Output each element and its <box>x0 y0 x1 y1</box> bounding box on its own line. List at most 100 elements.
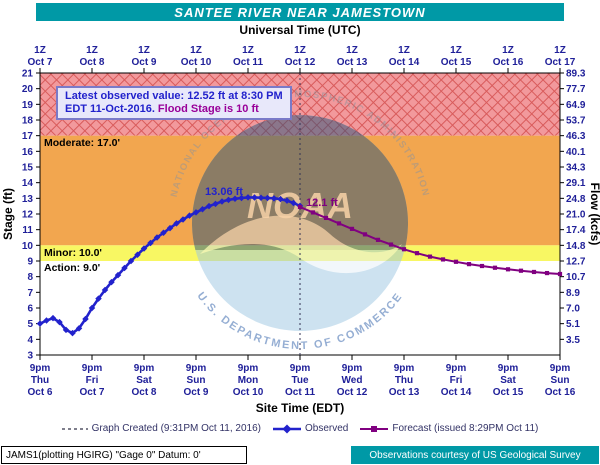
forecast-marker <box>557 271 563 277</box>
site-hour-label: 9pm <box>394 363 415 374</box>
forecast-marker <box>349 226 355 231</box>
stage-tick-label: 10 <box>22 241 34 252</box>
forecast-marker <box>440 257 446 262</box>
site-date-label: Oct 12 <box>337 387 368 398</box>
stage-tick-label: 18 <box>22 116 34 127</box>
observed-marker <box>179 216 187 223</box>
observed-marker <box>290 199 297 207</box>
observed-marker <box>251 194 258 201</box>
forecast-start-annotation: 12.1 ft <box>306 197 338 209</box>
forecast-marker <box>492 265 498 270</box>
forecast-marker <box>375 237 381 242</box>
legend-forecast-label: Forecast (issued 8:29PM Oct 11) <box>392 423 539 434</box>
action-stage-label: Action: 9.0' <box>44 262 100 274</box>
stage-tick-label: 20 <box>22 84 34 95</box>
observed-marker <box>212 200 219 208</box>
noaa-logo-upper <box>192 115 408 250</box>
latest-observed-line1: Latest observed value: 12.52 ft at 8:30 … <box>65 90 283 102</box>
observed-marker <box>270 195 278 202</box>
latest-observed-info-box: Latest observed value: 12.52 ft at 8:30 … <box>56 86 292 120</box>
observed-marker <box>231 195 239 203</box>
site-date-label: Oct 11 <box>285 387 315 398</box>
observed-marker <box>238 194 245 202</box>
chart-series <box>36 73 563 355</box>
flow-axis-title: Flow (kcfs) <box>588 183 600 246</box>
forecast-marker <box>414 251 420 256</box>
site-date-label: Oct 15 <box>493 387 524 398</box>
forecast-marker <box>466 262 472 267</box>
forecast-marker <box>336 221 342 226</box>
stage-tick-label: 11 <box>22 225 33 236</box>
stage-tick-label: 9 <box>27 257 33 268</box>
forecast-marker <box>518 268 524 273</box>
chart-axes: 21 20 19 18 17 16 15 14 13 12 11 10 9 8 7 6 5 4 3 89.3 77.7 6… <box>22 45 586 398</box>
utc-date-label: Oct 11 <box>233 57 263 68</box>
stage-tick-label: 8 <box>27 272 33 283</box>
stage-tick-label: 5 <box>27 319 33 330</box>
flood-stage-note: Flood Stage is 10 ft <box>154 103 259 115</box>
observed-marker <box>134 251 141 258</box>
minor-stage-label: Minor: 10.0' <box>44 247 102 259</box>
forecast-marker <box>531 269 537 275</box>
site-date-label: Oct 7 <box>79 387 104 398</box>
utc-hour-label: 1Z <box>34 45 46 56</box>
stage-tick-label: 7 <box>27 288 33 299</box>
observed-line-icon <box>273 423 301 434</box>
observed-marker <box>264 194 271 202</box>
chart-annotations: 13.06 ft 12.1 ft <box>205 186 338 209</box>
legend-observed-label: Observed <box>305 423 349 434</box>
flood-band-labels: Moderate: 17.0' Minor: 10.0' Action: 9.0… <box>44 137 120 274</box>
flow-tick-label: 53.7 <box>566 116 586 127</box>
forecast-marker <box>479 263 485 269</box>
station-title: SANTEE RIVER NEAR JAMESTOWN <box>174 4 426 20</box>
peak-value-annotation: 13.06 ft <box>205 186 243 198</box>
utc-hour-label: 1Z <box>138 45 150 56</box>
observed-marker <box>192 209 200 216</box>
stage-tick-label: 3 <box>27 351 33 362</box>
site-time-axis-title: Site Time (EDT) <box>255 401 345 415</box>
stage-tick-label: 19 <box>22 100 34 111</box>
utc-date-label: Oct 16 <box>493 57 524 68</box>
utc-hour-label: 1Z <box>190 45 202 56</box>
moderate-stage-label: Moderate: 17.0' <box>44 137 120 149</box>
observed-marker <box>75 325 83 332</box>
stage-tick-label: 15 <box>22 163 34 174</box>
chart-legend: Graph Created (9:31PM Oct 11, 2016) Obse… <box>0 423 600 434</box>
site-hour-label: 9pm <box>186 363 207 374</box>
site-day-label: Fri <box>86 375 99 386</box>
flow-tick-label: 12.7 <box>566 257 586 268</box>
site-hour-label: 9pm <box>82 363 103 374</box>
observed-marker <box>199 206 206 213</box>
observed-marker <box>277 195 284 203</box>
flow-tick-label: 24.8 <box>566 194 586 205</box>
forecast-marker <box>297 204 303 210</box>
site-hour-label: 9pm <box>290 363 311 374</box>
site-day-label: Sun <box>551 375 570 386</box>
site-hour-label: 9pm <box>238 363 259 374</box>
legend-item-created: Graph Created (9:31PM Oct 11, 2016) <box>61 423 261 434</box>
utc-hour-label: 1Z <box>450 45 462 56</box>
flow-tick-label: 40.1 <box>566 147 586 158</box>
site-day-label: Tue <box>291 375 308 386</box>
flow-tick-label: 34.3 <box>566 163 586 174</box>
stage-tick-label: 13 <box>22 194 34 205</box>
forecast-marker <box>401 247 407 252</box>
station-title-bar: SANTEE RIVER NEAR JAMESTOWN <box>36 3 564 21</box>
forecast-marker <box>323 215 329 221</box>
site-hour-label: 9pm <box>550 363 571 374</box>
site-day-label: Thu <box>395 375 413 386</box>
stage-tick-label: 12 <box>22 210 34 221</box>
forecast-marker <box>505 267 511 272</box>
observed-marker <box>153 234 161 241</box>
data-credit-text: Observations courtesy of US Geological S… <box>369 449 581 461</box>
observed-marker <box>140 245 148 252</box>
legend-created-label: Graph Created (9:31PM Oct 11, 2016) <box>91 423 261 434</box>
site-date-label: Oct 16 <box>545 387 576 398</box>
utc-hour-label: 1Z <box>242 45 254 56</box>
flow-tick-label: 21.0 <box>566 210 586 221</box>
observed-marker <box>173 220 180 227</box>
observed-marker <box>225 196 232 204</box>
utc-hour-label: 1Z <box>398 45 410 56</box>
utc-date-label: Oct 9 <box>131 57 156 68</box>
